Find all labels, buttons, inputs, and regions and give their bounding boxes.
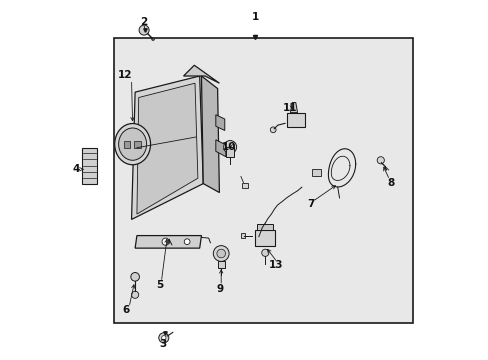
Bar: [113, 39, 412, 323]
Bar: [217, 261, 224, 268]
Bar: [82, 148, 97, 184]
Bar: [241, 233, 244, 238]
Polygon shape: [137, 83, 198, 214]
Bar: [257, 224, 273, 230]
Ellipse shape: [119, 128, 146, 160]
Text: 6: 6: [122, 305, 129, 315]
Bar: [134, 140, 140, 148]
Text: 4: 4: [72, 163, 80, 174]
Text: 13: 13: [268, 260, 283, 270]
Polygon shape: [215, 140, 225, 157]
Polygon shape: [135, 235, 201, 248]
Circle shape: [213, 246, 228, 261]
Circle shape: [184, 239, 190, 244]
Circle shape: [223, 140, 236, 153]
Polygon shape: [131, 76, 203, 220]
Circle shape: [131, 291, 139, 298]
Circle shape: [270, 127, 276, 133]
Text: 9: 9: [217, 284, 224, 294]
Polygon shape: [290, 103, 297, 113]
Circle shape: [376, 157, 384, 164]
Polygon shape: [201, 76, 219, 193]
Text: 11: 11: [283, 103, 297, 113]
Circle shape: [217, 249, 225, 258]
Bar: [225, 147, 234, 157]
Circle shape: [151, 38, 154, 41]
Text: 10: 10: [222, 142, 236, 152]
Polygon shape: [183, 65, 219, 83]
Text: 7: 7: [306, 199, 314, 210]
Bar: [242, 183, 248, 188]
Text: 3: 3: [159, 339, 166, 349]
Bar: [255, 230, 274, 246]
Ellipse shape: [115, 123, 150, 165]
Circle shape: [139, 25, 149, 35]
Circle shape: [131, 273, 139, 281]
Circle shape: [159, 333, 168, 343]
Circle shape: [261, 249, 268, 256]
Circle shape: [162, 238, 169, 245]
Bar: [311, 169, 320, 176]
Text: 8: 8: [386, 178, 394, 188]
Text: 5: 5: [156, 280, 163, 290]
Polygon shape: [215, 115, 224, 131]
Bar: [286, 113, 305, 127]
Text: 2: 2: [140, 17, 147, 27]
Text: 1: 1: [251, 12, 258, 22]
Text: 12: 12: [118, 70, 132, 80]
Bar: [124, 140, 130, 148]
Circle shape: [162, 336, 165, 340]
